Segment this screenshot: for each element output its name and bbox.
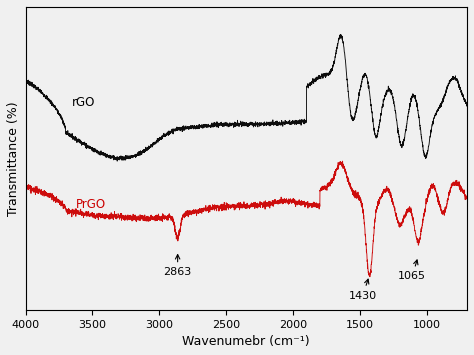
Text: PrGO: PrGO <box>76 198 107 211</box>
Text: 2863: 2863 <box>164 255 192 277</box>
Text: rGO: rGO <box>73 96 96 109</box>
Text: 1065: 1065 <box>398 260 426 282</box>
Text: 1430: 1430 <box>348 279 377 301</box>
Y-axis label: Transmittance (%): Transmittance (%) <box>7 101 20 216</box>
X-axis label: Wavenumebr (cm⁻¹): Wavenumebr (cm⁻¹) <box>182 335 310 348</box>
